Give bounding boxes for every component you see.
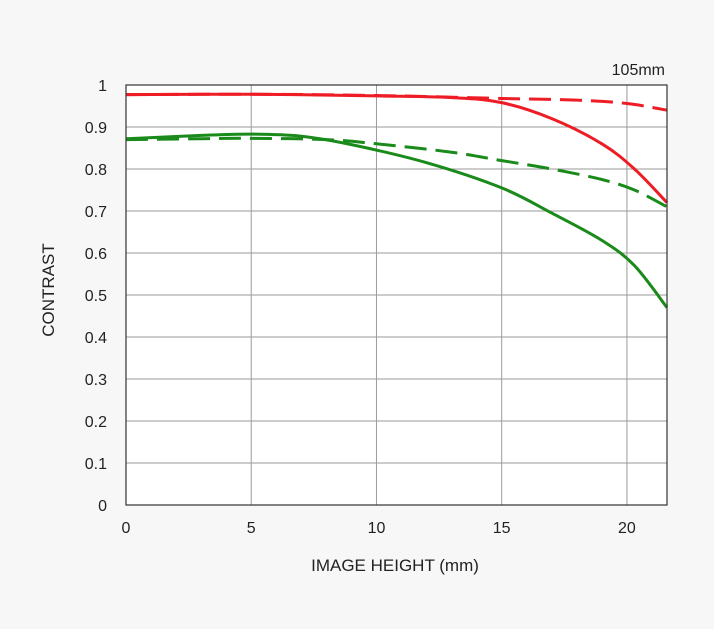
x-tick-label: 0 (122, 520, 131, 537)
x-tick-label: 15 (493, 520, 511, 537)
y-tick-label: 0.6 (85, 246, 107, 263)
y-tick-label: 0.8 (85, 162, 107, 179)
y-tick-label: 0.4 (85, 330, 107, 347)
y-tick-label: 0 (98, 498, 107, 515)
tick-labels: 00.10.20.30.40.50.60.70.80.910 5 10 15 20 (85, 78, 636, 537)
y-tick-label: 0.2 (85, 414, 107, 431)
y-tick-label: 0.5 (85, 288, 107, 305)
focal-length-label: 105mm (612, 62, 665, 79)
series-line-3 (125, 132, 669, 309)
x-tick-label: 5 (247, 520, 256, 537)
x-tick-label: 20 (618, 520, 636, 537)
y-tick-label: 0.3 (85, 372, 107, 389)
x-tick-label: 10 (368, 520, 386, 537)
y-axis-label: CONTRAST (39, 243, 58, 337)
series-group (125, 92, 669, 309)
y-tick-label: 1 (98, 78, 107, 95)
x-axis-label: IMAGE HEIGHT (mm) (311, 556, 479, 575)
series-line-4 (125, 136, 668, 209)
y-tick-label: 0.1 (85, 456, 107, 473)
y-tick-label: 0.9 (85, 120, 107, 137)
plot-frame (125, 84, 668, 506)
y-tick-label: 0.7 (85, 204, 107, 221)
